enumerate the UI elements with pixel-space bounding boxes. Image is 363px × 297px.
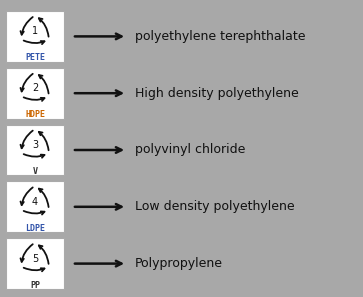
Bar — [6, 11, 64, 62]
Text: PETE: PETE — [25, 53, 45, 62]
Bar — [6, 181, 64, 232]
Text: 5: 5 — [32, 254, 38, 264]
Text: 2: 2 — [32, 83, 38, 93]
Bar — [6, 125, 64, 176]
Text: HDPE: HDPE — [25, 110, 45, 119]
Text: High density polyethylene: High density polyethylene — [135, 87, 299, 100]
Text: Polypropylene: Polypropylene — [135, 257, 223, 270]
Text: PP: PP — [30, 280, 40, 290]
Text: V: V — [33, 167, 37, 176]
Text: Low density polyethylene: Low density polyethylene — [135, 200, 295, 213]
Bar — [6, 238, 64, 289]
Bar — [6, 68, 64, 119]
Text: polyethylene terephthalate: polyethylene terephthalate — [135, 30, 306, 43]
Text: 4: 4 — [32, 197, 38, 207]
Text: polyvinyl chloride: polyvinyl chloride — [135, 143, 245, 157]
Text: 1: 1 — [32, 26, 38, 37]
Text: LDPE: LDPE — [25, 224, 45, 233]
Text: 3: 3 — [32, 140, 38, 150]
